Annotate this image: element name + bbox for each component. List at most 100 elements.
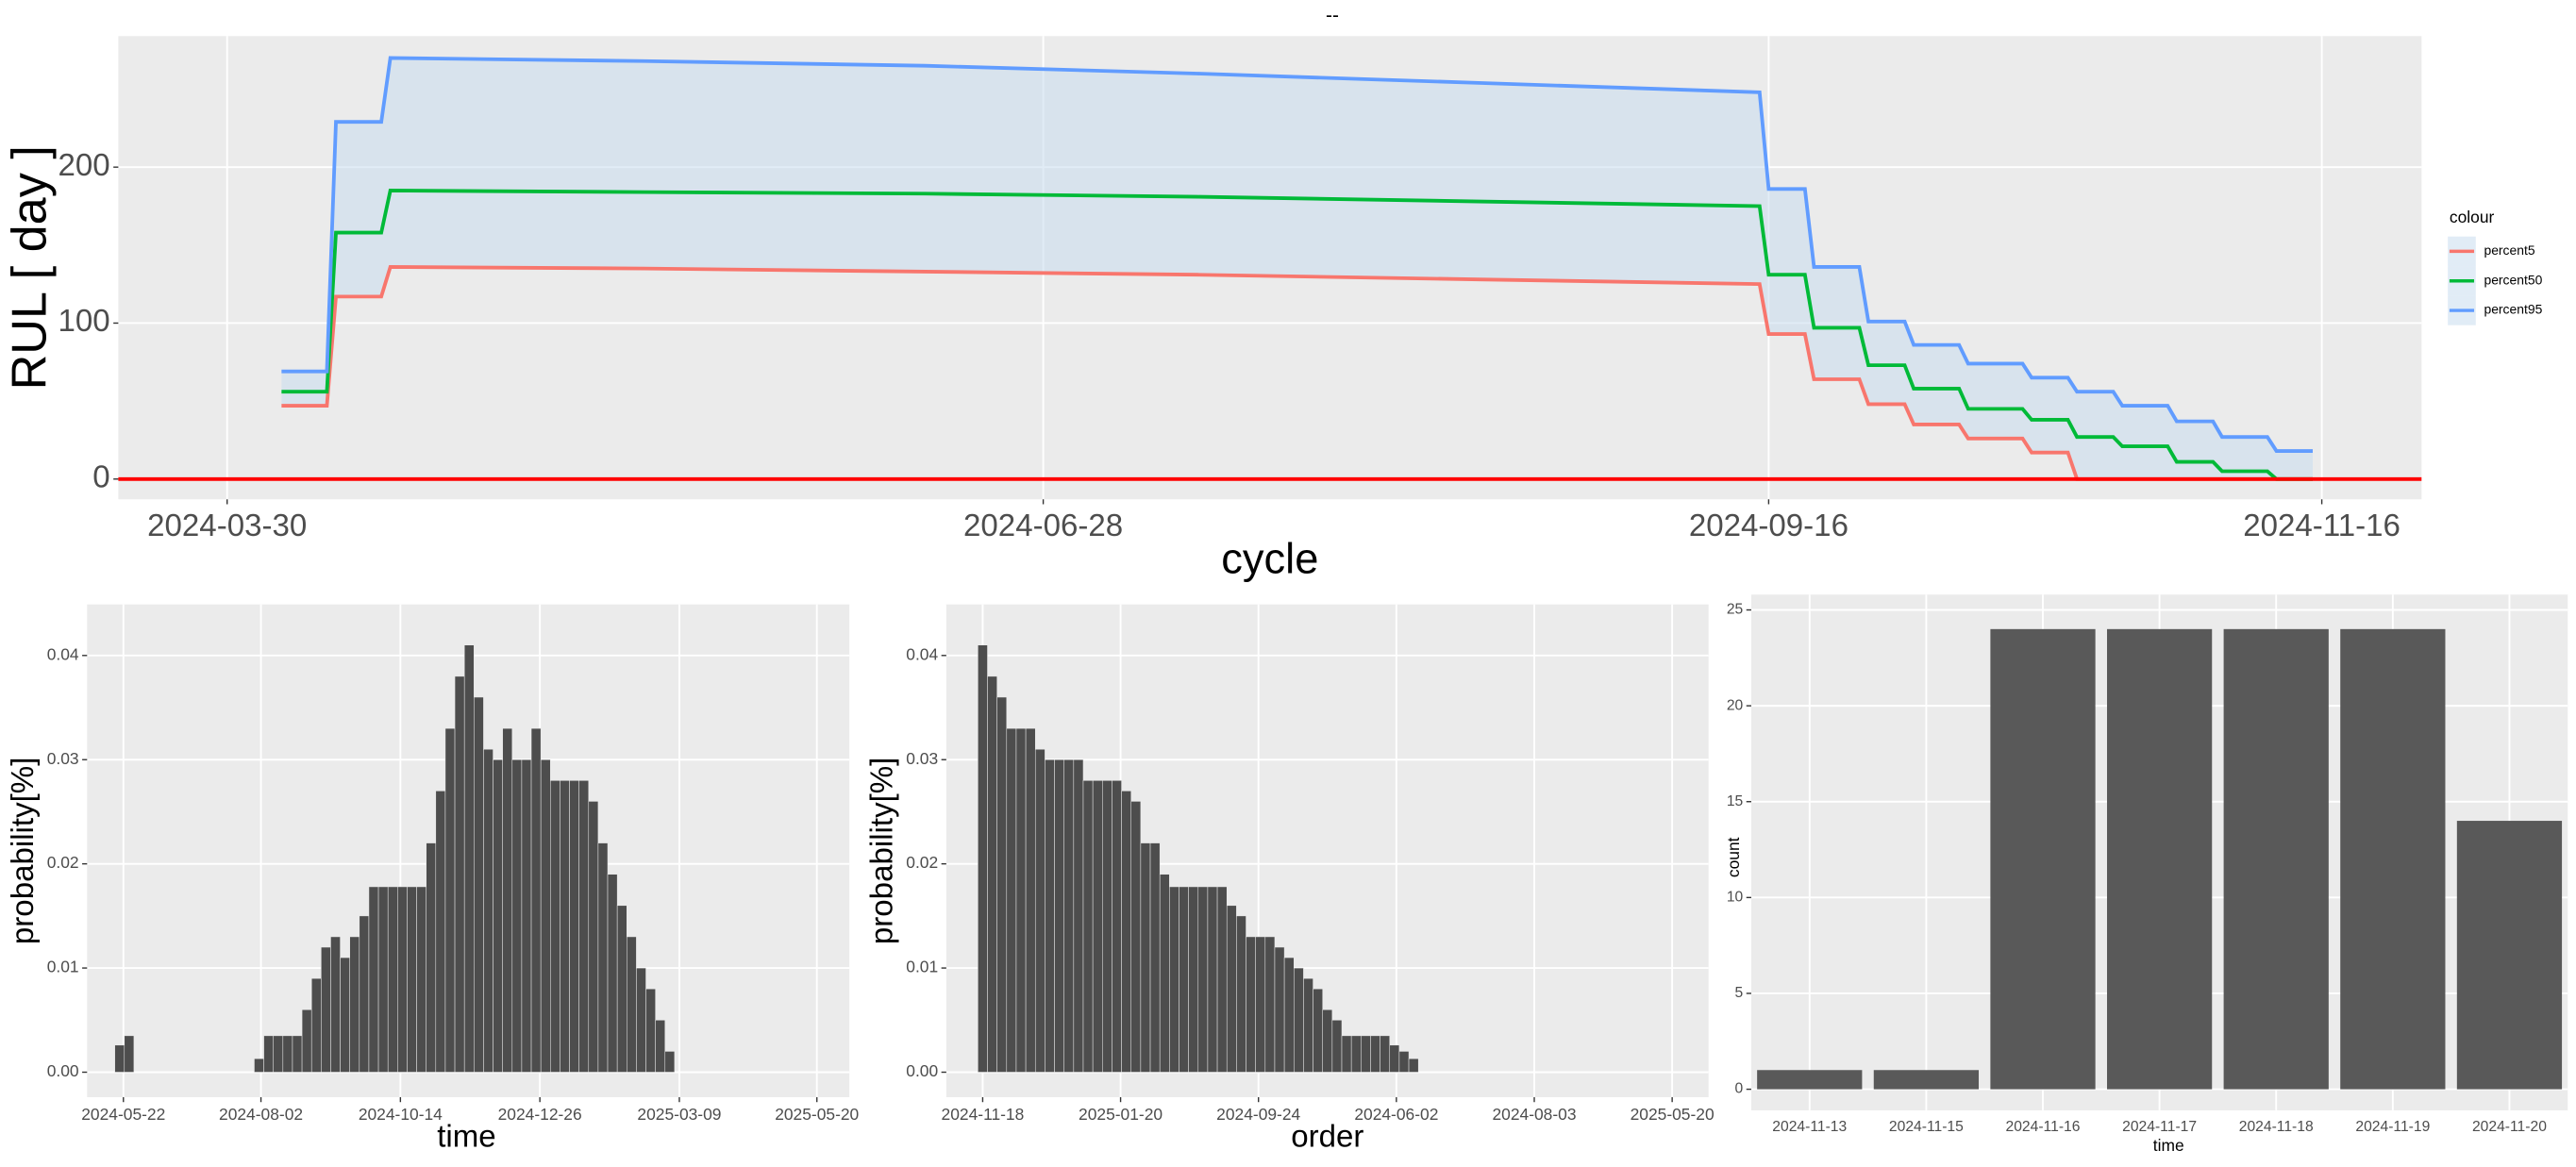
- y-tick-label: 0.02: [906, 853, 938, 872]
- bar: [483, 748, 493, 1073]
- y-tick-label: 0.04: [47, 644, 79, 663]
- bar: [1054, 759, 1064, 1073]
- x-tick-label: 2024-11-16: [2243, 508, 2400, 543]
- bar: [463, 644, 475, 1073]
- bar: [1063, 759, 1075, 1073]
- bar: [368, 886, 379, 1073]
- bar: [1140, 842, 1151, 1073]
- y-tick-label: 10: [1727, 889, 1744, 905]
- bar: [550, 780, 560, 1073]
- bar: [1246, 936, 1256, 1073]
- series-line: [281, 189, 2313, 481]
- x-tick-label: 2024-09-24: [1216, 1105, 1300, 1124]
- y-tick-label: 200: [59, 148, 110, 183]
- bar: [349, 936, 360, 1073]
- bar: [1331, 1020, 1343, 1073]
- bar: [627, 936, 637, 1073]
- y-tick-label: 15: [1727, 793, 1744, 809]
- bar: [987, 675, 997, 1073]
- y-axis-title: probability[%]: [864, 758, 899, 944]
- bar: [511, 759, 523, 1073]
- x-tick-label: 2024-09-16: [1689, 508, 1848, 543]
- bar: [1303, 977, 1313, 1073]
- bar: [387, 886, 398, 1073]
- legend-label: percent95: [2484, 302, 2542, 317]
- bar: [1045, 759, 1055, 1073]
- bar: [263, 1035, 274, 1073]
- bar: [569, 780, 579, 1073]
- bar: [1216, 886, 1228, 1073]
- x-tick-label: 2024-11-15: [1889, 1119, 1964, 1135]
- y-tick-label: 5: [1735, 985, 1744, 1001]
- x-tick-label: 2024-08-02: [219, 1105, 303, 1124]
- bar: [340, 957, 350, 1073]
- x-tick-label: 2024-11-13: [1772, 1119, 1847, 1135]
- bar: [1159, 874, 1170, 1073]
- y-tick-label: 0.02: [47, 853, 79, 872]
- bar: [2223, 628, 2329, 1090]
- bar: [1236, 915, 1246, 1073]
- bar: [597, 842, 609, 1073]
- legend-label: percent5: [2484, 242, 2534, 258]
- bar: [1294, 967, 1304, 1073]
- bar: [1274, 946, 1285, 1073]
- bar: [407, 886, 417, 1073]
- bar: [607, 874, 618, 1073]
- bar: [1006, 727, 1017, 1073]
- bar: [616, 905, 627, 1073]
- x-axis-title: time: [437, 1119, 495, 1154]
- bar: [359, 915, 370, 1073]
- chart-title: --: [1326, 5, 1339, 26]
- bar: [578, 780, 590, 1073]
- x-tick-label: 2024-11-19: [2355, 1119, 2430, 1135]
- bar: [124, 1035, 135, 1073]
- x-tick-label: 2024-11-18: [2239, 1119, 2314, 1135]
- bar: [254, 1058, 264, 1073]
- bar: [978, 644, 988, 1073]
- y-tick-label: 0.00: [47, 1061, 79, 1080]
- bar: [377, 886, 389, 1073]
- bar: [2340, 628, 2446, 1090]
- x-tick-label: 2024-06-02: [1354, 1105, 1438, 1124]
- bar: [1341, 1035, 1352, 1073]
- bar: [1112, 780, 1122, 1073]
- bar: [1408, 1058, 1419, 1073]
- bar: [996, 696, 1008, 1073]
- x-axis-title: cycle: [1221, 534, 1318, 582]
- bar: [1102, 780, 1112, 1073]
- bar: [1361, 1035, 1371, 1073]
- y-axis-title: probability[%]: [6, 758, 41, 944]
- x-tick-label: 2024-11-16: [2006, 1119, 2081, 1135]
- bar: [1188, 886, 1199, 1073]
- bar: [397, 886, 408, 1073]
- y-tick-label: 0.01: [47, 958, 79, 976]
- x-tick-label: 2025-05-20: [775, 1105, 859, 1124]
- x-axis-title: order: [1291, 1119, 1363, 1154]
- x-tick-label: 2025-01-20: [1079, 1105, 1163, 1124]
- bar: [1149, 842, 1161, 1073]
- bar: [1389, 1044, 1400, 1073]
- bar: [1179, 886, 1189, 1073]
- bar: [301, 1009, 312, 1073]
- x-tick-label: 2024-03-30: [147, 508, 307, 543]
- bar: [273, 1035, 284, 1073]
- y-axis-title: RUL [ day ]: [3, 145, 58, 390]
- y-tick-label: 0.01: [906, 958, 938, 976]
- x-tick-label: 2025-05-20: [1631, 1105, 1715, 1124]
- x-tick-label: 2024-08-03: [1492, 1105, 1576, 1124]
- bar: [454, 675, 465, 1073]
- bar: [1990, 628, 2096, 1090]
- bar: [435, 791, 446, 1073]
- bar: [1322, 1009, 1333, 1073]
- bar: [1264, 936, 1276, 1073]
- legend-label: percent50: [2484, 272, 2542, 287]
- bar: [2456, 821, 2563, 1090]
- x-tick-label: 2024-12-26: [498, 1105, 582, 1124]
- bar: [114, 1044, 125, 1073]
- bar: [1370, 1035, 1380, 1073]
- x-tick-label: 2024-06-28: [963, 508, 1123, 543]
- y-tick-label: 0.04: [906, 644, 938, 663]
- x-tick-label: 2024-11-20: [2472, 1119, 2547, 1135]
- series-line: [281, 56, 2313, 453]
